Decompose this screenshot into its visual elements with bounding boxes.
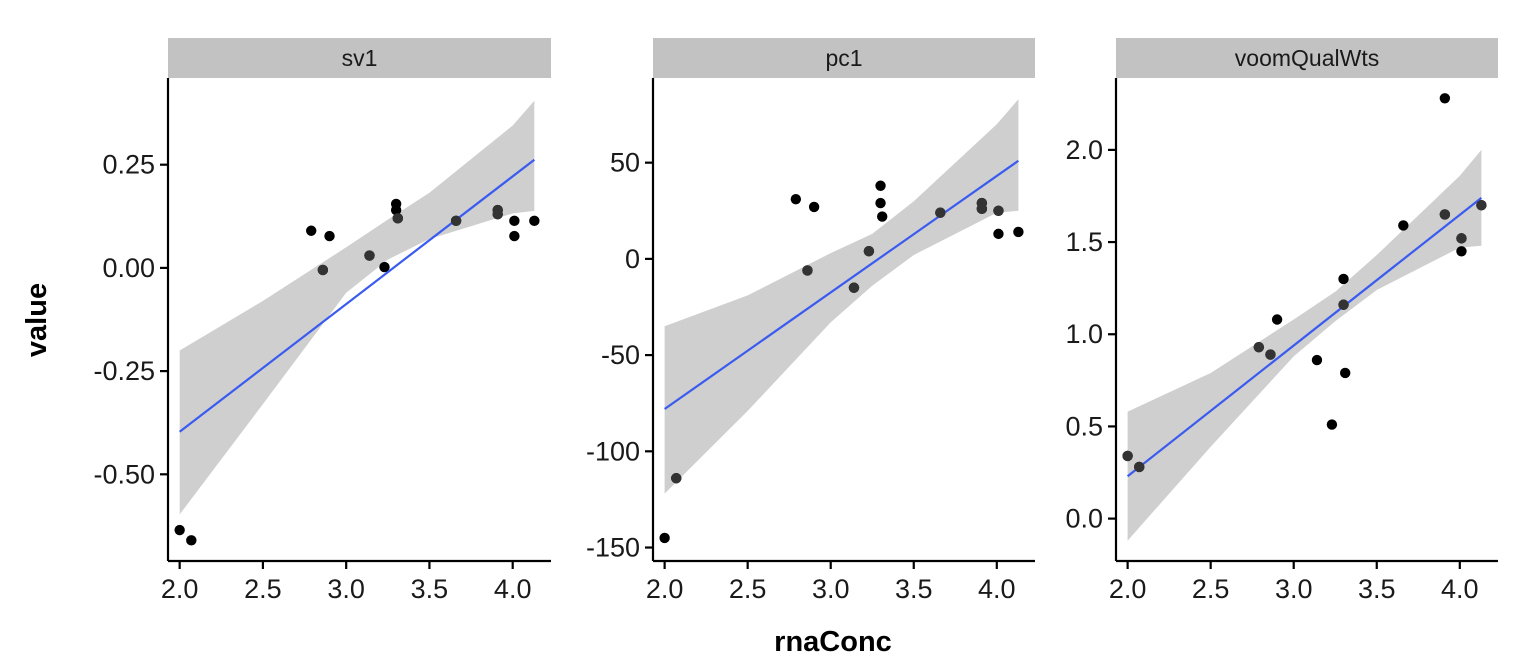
facet-panel-pc1: pc1 -150 -100 -50 0 50 2.0 2.5 3.0 3.5 4.0 — [586, 38, 1035, 604]
confidence-band — [1127, 149, 1482, 541]
y-tick-label: 1.0 — [1065, 319, 1103, 349]
data-point — [1311, 354, 1323, 366]
data-point-in-band — [848, 282, 860, 293]
x-tick-label: 3.0 — [812, 574, 850, 604]
facet-strip — [1116, 38, 1498, 78]
data-point-in-band — [863, 245, 875, 257]
data-point — [324, 230, 335, 242]
data-point — [509, 215, 520, 227]
x-tick-label: 4.0 — [978, 574, 1016, 604]
y-tick-label: 1.5 — [1065, 227, 1103, 257]
x-tick-label: 2.5 — [244, 574, 282, 604]
x-tick-label: 2.0 — [161, 574, 199, 604]
y-tick-label: 2.0 — [1065, 135, 1103, 165]
data-point — [1326, 419, 1338, 430]
data-point-in-band — [450, 215, 462, 227]
data-point — [875, 180, 886, 191]
data-point — [790, 194, 802, 205]
regression-line — [663, 159, 1020, 410]
y-tick-label: 0.0 — [1065, 504, 1103, 534]
data-point — [1340, 367, 1351, 379]
data-point-in-band — [392, 213, 403, 224]
data-point — [306, 225, 317, 236]
data-point-in-band — [1122, 450, 1133, 462]
data-point-in-band — [671, 473, 682, 484]
x-tick-label: 3.5 — [895, 574, 933, 604]
data-point — [186, 535, 197, 546]
confidence-band — [664, 99, 1019, 494]
data-point — [529, 215, 540, 227]
data-point-in-band — [1456, 233, 1467, 244]
x-tick-label: 2.5 — [1192, 574, 1230, 604]
y-tick-label: 0 — [625, 244, 640, 274]
data-point — [993, 228, 1004, 240]
x-tick-label: 2.0 — [1109, 574, 1147, 604]
regression-line — [1126, 196, 1483, 478]
facet-strip-label: pc1 — [825, 45, 862, 71]
facet-strip — [168, 38, 551, 78]
y-tick-label: 0.5 — [1065, 411, 1103, 441]
facet-panel-sv1: sv1 -0.50 -0.25 0.00 0.25 2.0 2.5 3.0 3.5 4.0 — [93, 38, 551, 604]
data-point — [808, 201, 820, 213]
confidence-band — [179, 100, 535, 515]
facet-panel-voomQualWts: voomQualWts 0.0 0.5 1.0 1.5 2.0 2.0 2.5 3.0 3.5 4.… — [1065, 38, 1498, 604]
data-point — [509, 230, 520, 242]
y-tick-label: -0.50 — [93, 459, 155, 489]
y-tick-label: -100 — [586, 436, 640, 466]
data-point — [379, 261, 390, 273]
x-tick-label: 4.0 — [494, 574, 532, 604]
y-axis-title: value — [21, 283, 53, 357]
x-tick-label: 2.5 — [729, 574, 767, 604]
x-tick-label: 4.0 — [1441, 574, 1479, 604]
regression-line — [178, 158, 536, 433]
facet-strip-label: voomQualWts — [1235, 45, 1379, 71]
data-point — [1439, 93, 1451, 104]
data-point-in-band — [317, 264, 329, 276]
facet-panels: sv1-0.50-0.250.000.252.0 2.5 3.0 3.5 4.0pc1-… — [93, 38, 1498, 604]
data-point — [174, 524, 185, 536]
data-point-in-band — [1134, 461, 1145, 473]
data-point — [1271, 314, 1283, 325]
data-point-in-band — [1253, 341, 1265, 353]
y-tick-label: 0.25 — [102, 150, 155, 180]
y-tick-label: -150 — [586, 533, 640, 563]
data-point — [877, 211, 888, 222]
x-tick-label: 2.0 — [646, 574, 684, 604]
data-point-in-band — [1338, 299, 1349, 310]
data-point-in-band — [492, 209, 503, 220]
data-point — [1338, 273, 1349, 285]
data-point — [875, 197, 886, 209]
data-point — [1013, 226, 1024, 238]
x-tick-label: 3.0 — [327, 574, 365, 604]
facet-strip-label: sv1 — [342, 45, 378, 71]
data-point — [390, 204, 402, 216]
data-point — [1398, 220, 1409, 231]
data-point-in-band — [976, 203, 988, 215]
data-point-in-band — [1265, 349, 1276, 360]
data-point-in-band — [364, 250, 375, 261]
data-point — [1456, 246, 1467, 257]
y-tick-label: 0.00 — [102, 253, 155, 283]
facet-strip — [653, 38, 1035, 78]
data-point-in-band — [1476, 200, 1487, 211]
y-tick-label: -50 — [601, 340, 640, 370]
x-tick-label: 3.5 — [411, 574, 449, 604]
data-point-in-band — [1439, 209, 1451, 220]
data-point-in-band — [935, 207, 946, 218]
y-tick-label: -0.25 — [93, 356, 155, 386]
y-tick-label: 50 — [610, 148, 640, 178]
data-point-in-band — [802, 265, 813, 276]
data-point-in-band — [993, 205, 1004, 216]
x-tick-label: 3.0 — [1275, 574, 1313, 604]
data-point — [659, 532, 670, 544]
x-tick-label: 3.5 — [1358, 574, 1396, 604]
x-axis-title: rnaConc — [774, 626, 892, 658]
